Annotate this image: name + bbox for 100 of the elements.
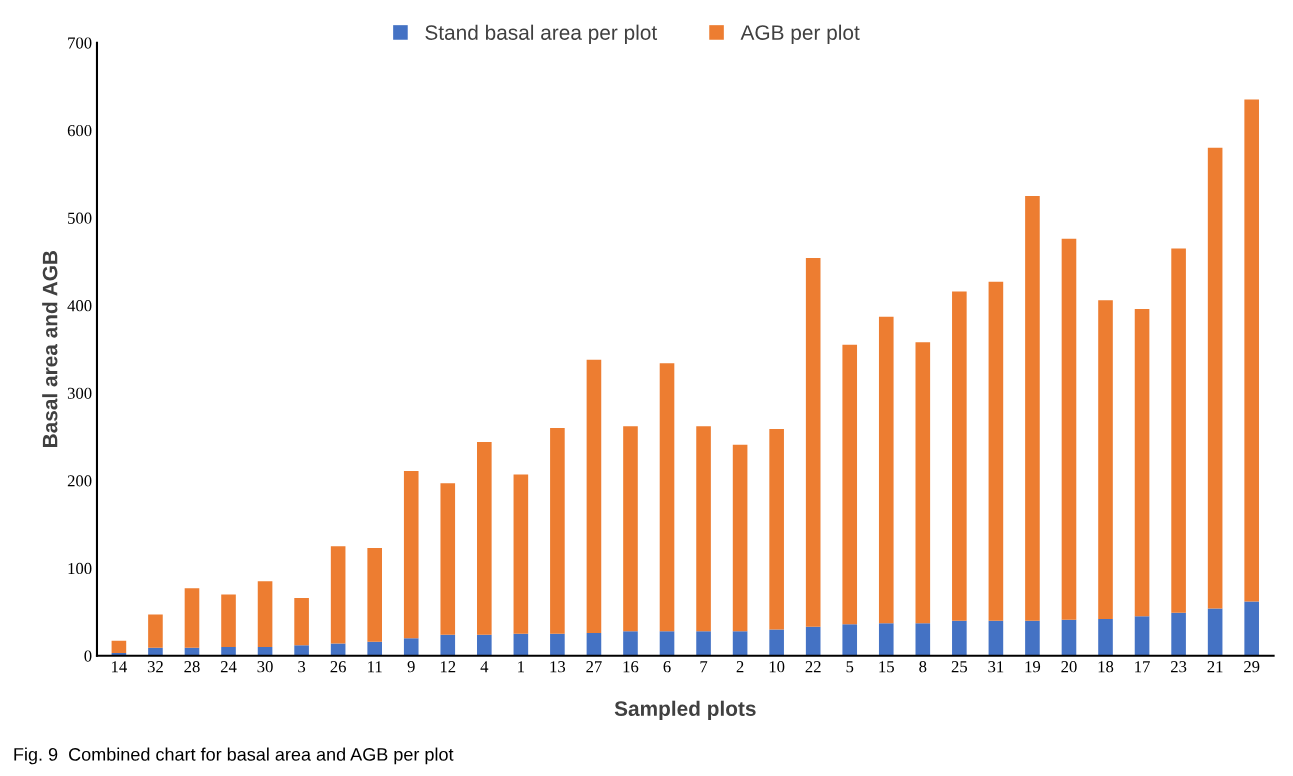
bar [1134, 308, 1150, 617]
bar [696, 631, 711, 656]
bar [440, 634, 456, 656]
bar [1207, 147, 1223, 609]
x-tick-label: 16 [623, 661, 639, 673]
x-tick-label: 23 [1171, 661, 1187, 673]
x-tick-label: 1 [518, 661, 525, 673]
bar [586, 359, 602, 633]
bar [732, 631, 748, 656]
bar [148, 647, 163, 656]
bar [367, 548, 382, 642]
y-tick-label: 300 [67, 387, 92, 399]
x-tick-label: 26 [330, 661, 346, 673]
bar [878, 623, 894, 656]
bar [257, 581, 273, 647]
bar [1134, 616, 1150, 656]
bar [1061, 238, 1077, 620]
bar [1098, 300, 1113, 619]
bar [294, 597, 309, 646]
x-tick-label: 15 [879, 661, 894, 673]
bar [1244, 99, 1259, 602]
bar [1025, 195, 1040, 621]
x-tick-label: 6 [663, 661, 671, 673]
bar [403, 638, 419, 656]
caption: Fig. 9 Combined chart for basal area and AGB per plot [14, 747, 454, 765]
bar [550, 428, 565, 634]
bar [1171, 248, 1186, 613]
x-tick-label: 31 [988, 661, 1004, 673]
x-tick-label: 3 [298, 661, 306, 673]
bar [915, 342, 931, 624]
bar [550, 633, 565, 656]
bar [586, 632, 602, 656]
x-axis-title: Sampled plots [614, 700, 756, 721]
x-tick-label: 20 [1061, 661, 1077, 673]
bar [623, 631, 638, 656]
x-tick-label: 10 [769, 661, 785, 673]
bar [915, 623, 931, 656]
bar [477, 442, 492, 635]
x-tick-label: 9 [407, 661, 415, 673]
bar [330, 546, 346, 644]
bar [367, 641, 382, 656]
bar [988, 281, 1004, 621]
bar [988, 620, 1004, 656]
bar [330, 643, 346, 656]
x-tick-label: 4 [480, 661, 489, 673]
x-tick-label: 30 [257, 661, 273, 673]
bar [805, 258, 821, 627]
x-tick-label: 24 [220, 661, 237, 673]
x-tick-label: 7 [700, 661, 708, 673]
x-tick-label: 8 [919, 661, 927, 673]
y-axis-title: Basal area and AGB [42, 250, 58, 447]
bar [294, 645, 309, 656]
bar [878, 316, 894, 624]
bar [221, 594, 236, 647]
bar [952, 291, 967, 621]
bar [1244, 601, 1259, 656]
legend-label: AGB per plot [740, 24, 860, 45]
bar [659, 631, 675, 656]
x-tick-label: 22 [805, 661, 821, 673]
bar [623, 426, 638, 632]
bar [1025, 620, 1040, 656]
bar [842, 344, 858, 625]
bar [659, 363, 675, 632]
x-tick-label: 13 [550, 661, 566, 673]
y-tick-label: 700 [68, 37, 92, 49]
y-tick-label: 600 [67, 124, 92, 137]
bar [403, 470, 419, 639]
x-tick-label: 27 [586, 661, 602, 673]
bar [696, 426, 711, 632]
bar [842, 624, 858, 656]
x-tick-label: 18 [1098, 661, 1114, 673]
x-tick-label: 12 [440, 661, 456, 673]
bar [221, 646, 236, 656]
bar [477, 634, 492, 656]
bar [148, 614, 163, 648]
bar [513, 474, 529, 634]
x-tick-label: 19 [1025, 661, 1041, 673]
bar [732, 444, 748, 632]
bar [805, 626, 821, 656]
legend-label: Stand basal area per plot [425, 24, 658, 45]
x-tick-label: 28 [184, 661, 200, 673]
bar [1171, 612, 1186, 656]
bar [440, 483, 456, 635]
y-tick-label: 400 [67, 300, 92, 312]
bar [952, 620, 967, 656]
x-tick-label: 2 [736, 661, 744, 673]
y-tick-label: 100 [68, 562, 92, 575]
x-tick-label: 17 [1135, 661, 1150, 673]
bar [513, 633, 529, 656]
bar [184, 588, 200, 648]
x-tick-label: 32 [147, 661, 163, 673]
x-tick-label: 29 [1244, 661, 1260, 673]
x-tick-label: 21 [1207, 661, 1223, 673]
bar [769, 629, 784, 656]
x-tick-label: 14 [112, 661, 127, 673]
x-tick-label: 11 [368, 661, 382, 673]
bar [1098, 618, 1113, 656]
x-tick-label: 5 [846, 661, 854, 673]
bar [1207, 608, 1223, 656]
y-tick-label: 500 [68, 212, 92, 224]
